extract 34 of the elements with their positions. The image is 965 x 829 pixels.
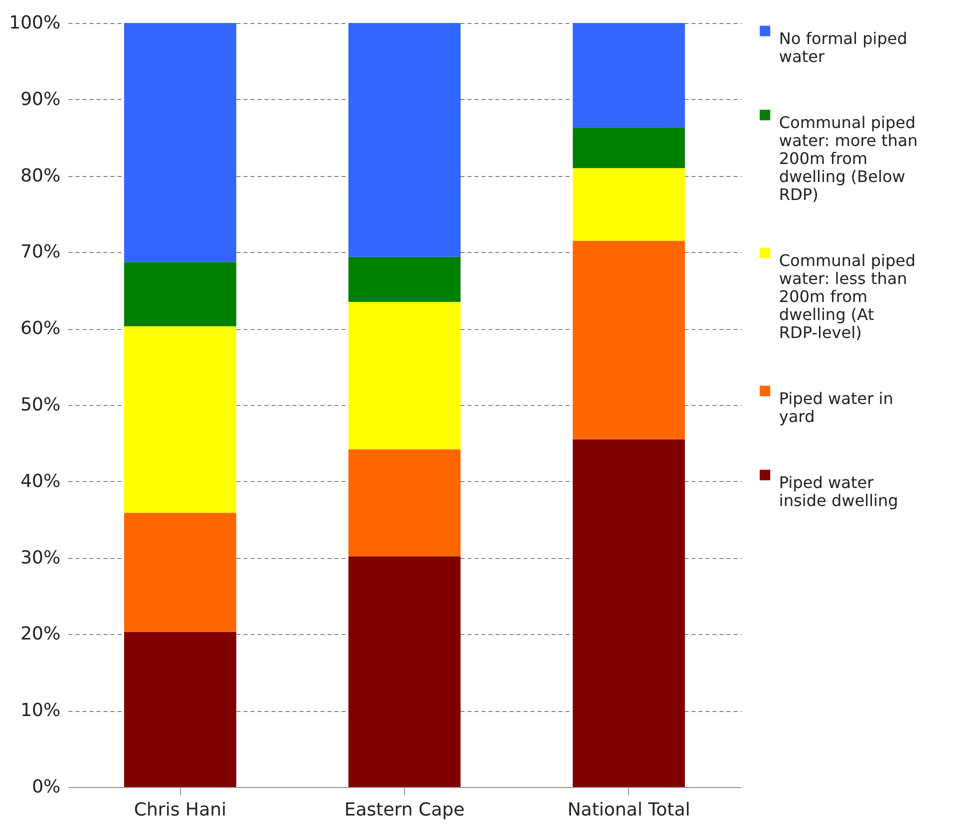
bar — [124, 326, 236, 513]
bar — [572, 23, 685, 128]
y-tick-label: 0% — [32, 776, 60, 798]
legend-label: Communal piped water: less than 200m from dwelling (At RDP-level) — [779, 251, 916, 342]
bar — [348, 302, 461, 450]
y-tick-label: 60% — [20, 318, 60, 340]
legend-label: Piped water in yard — [779, 389, 894, 426]
bar — [348, 556, 461, 787]
y-tick-label: 50% — [20, 394, 60, 416]
x-tick-label: Chris Hani — [134, 800, 226, 820]
bar — [572, 240, 685, 440]
bar — [124, 512, 236, 632]
y-tick-label: 20% — [20, 624, 60, 645]
bar — [572, 128, 685, 168]
y-tick-label: 90% — [20, 88, 60, 110]
legend-label: No formal piped water — [779, 29, 908, 66]
y-tick-label: 10% — [20, 700, 60, 722]
bar — [348, 23, 461, 257]
y-tick-label: 70% — [20, 242, 60, 263]
bar — [348, 449, 461, 556]
y-tick-label: 30% — [20, 547, 60, 568]
bar — [572, 439, 685, 787]
y-tick-label: 80% — [20, 165, 60, 186]
legend-label: Piped water inside dwelling — [779, 473, 898, 510]
bar — [124, 23, 236, 262]
y-tick-label: 100% — [9, 12, 60, 34]
bar — [124, 632, 236, 787]
x-tick-label: National Total — [567, 800, 690, 820]
bar — [124, 262, 236, 326]
legend-label: Communal piped water: more than 200m from dwelling (Below RDP) — [779, 113, 918, 204]
x-tick-label: Eastern Cape — [344, 800, 465, 820]
bar — [348, 256, 461, 302]
bar — [572, 168, 685, 241]
y-tick-label: 40% — [20, 470, 60, 492]
